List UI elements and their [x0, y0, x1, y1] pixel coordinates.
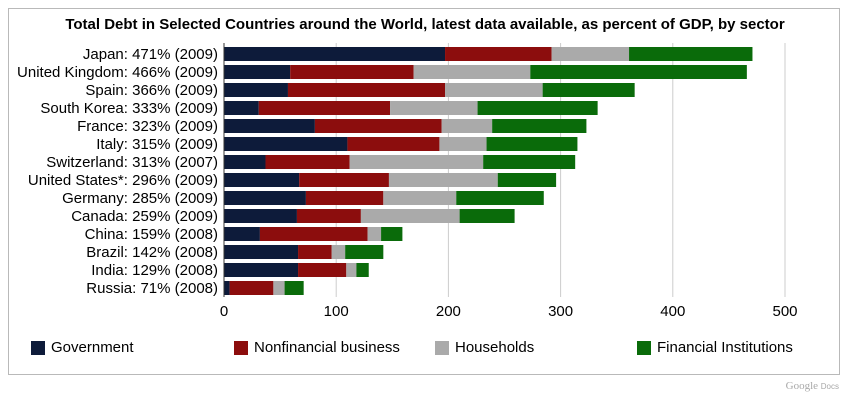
- legend-item-nonfinancial-business: Nonfinancial business: [234, 339, 400, 356]
- bar-households: [273, 281, 285, 295]
- bar-nonfinancial-business: [265, 155, 350, 169]
- bar-households: [346, 263, 357, 277]
- watermark-brand: Google: [785, 380, 819, 392]
- bar-households: [367, 227, 382, 241]
- chart-frame: Total Debt in Selected Countries around …: [8, 8, 840, 375]
- bar-government: [224, 119, 315, 133]
- bar-households: [439, 137, 487, 151]
- watermark-product: Docs: [820, 382, 839, 391]
- x-tick-label: 200: [436, 303, 461, 320]
- bar-government: [224, 281, 230, 295]
- x-tick-label: 300: [548, 303, 573, 320]
- bar-government: [224, 191, 306, 205]
- y-category-label: South Korea: 333% (2009): [40, 100, 218, 117]
- bar-financial-institutions: [456, 191, 544, 205]
- bar-nonfinancial-business: [298, 263, 347, 277]
- x-tick-label: 0: [220, 303, 228, 320]
- bar-households: [413, 65, 531, 79]
- bar-nonfinancial-business: [287, 83, 446, 97]
- bar-financial-institutions: [356, 263, 369, 277]
- bar-nonfinancial-business: [347, 137, 440, 151]
- bar-nonfinancial-business: [298, 245, 332, 259]
- chart-title: Total Debt in Selected Countries around …: [65, 16, 785, 33]
- legend-item-financial-institutions: Financial Institutions: [637, 339, 793, 356]
- bar-financial-institutions: [497, 173, 557, 187]
- y-category-label: France: 323% (2009): [77, 118, 218, 135]
- y-category-label: India: 129% (2008): [91, 262, 218, 279]
- bar-government: [224, 209, 297, 223]
- bar-government: [224, 173, 300, 187]
- bar-nonfinancial-business: [305, 191, 384, 205]
- bar-financial-institutions: [345, 245, 384, 259]
- bar-financial-institutions: [492, 119, 587, 133]
- bar-government: [224, 83, 288, 97]
- legend-label-households: Households: [455, 339, 535, 356]
- chart-legend: Government Nonfinancial business Househo…: [9, 339, 841, 359]
- y-category-label: United States*: 296% (2009): [28, 172, 218, 189]
- bar-nonfinancial-business: [259, 227, 368, 241]
- legend-item-households: Households: [435, 339, 534, 356]
- bar-households: [383, 191, 457, 205]
- bar-government: [224, 65, 291, 79]
- y-category-label: Japan: 471% (2009): [83, 46, 218, 63]
- bar-government: [224, 245, 299, 259]
- bar-households: [390, 101, 478, 115]
- x-tick-label: 500: [772, 303, 797, 320]
- y-category-label: Switzerland: 313% (2007): [46, 154, 218, 171]
- bar-nonfinancial-business: [296, 209, 361, 223]
- legend-swatch-government: [31, 340, 45, 355]
- bar-financial-institutions: [284, 281, 304, 295]
- bar-government: [224, 155, 266, 169]
- y-category-label: Germany: 285% (2009): [62, 190, 218, 207]
- y-category-label: Italy: 315% (2009): [96, 136, 218, 153]
- x-tick-label: 100: [324, 303, 349, 320]
- bar-households: [445, 83, 543, 97]
- legend-swatch-financial-institutions: [637, 340, 651, 355]
- bar-nonfinancial-business: [229, 281, 274, 295]
- legend-swatch-nonfinancial-business: [234, 340, 248, 355]
- bar-households: [360, 209, 460, 223]
- y-category-label: China: 159% (2008): [85, 226, 218, 243]
- google-docs-watermark: Google Docs: [786, 380, 839, 392]
- bar-government: [224, 227, 260, 241]
- y-category-label: United Kingdom: 466% (2009): [17, 64, 218, 81]
- y-category-label: Russia: 71% (2008): [86, 280, 218, 297]
- bar-households: [551, 47, 630, 61]
- bar-financial-institutions: [477, 101, 598, 115]
- bar-households: [331, 245, 346, 259]
- bar-financial-institutions: [542, 83, 635, 97]
- bar-financial-institutions: [629, 47, 753, 61]
- bar-nonfinancial-business: [299, 173, 389, 187]
- y-category-label: Spain: 366% (2009): [85, 82, 218, 99]
- x-tick-label: 400: [660, 303, 685, 320]
- bar-government: [224, 101, 259, 115]
- bar-nonfinancial-business: [258, 101, 391, 115]
- bar-government: [224, 137, 348, 151]
- bar-government: [224, 263, 299, 277]
- legend-swatch-households: [435, 340, 449, 355]
- bar-financial-institutions: [381, 227, 403, 241]
- bar-households: [349, 155, 484, 169]
- bar-nonfinancial-business: [290, 65, 414, 79]
- y-category-label: Canada: 259% (2009): [71, 208, 218, 225]
- legend-label-nonfinancial-business: Nonfinancial business: [254, 339, 400, 356]
- bar-financial-institutions: [486, 137, 578, 151]
- bar-households: [388, 173, 498, 187]
- bar-financial-institutions: [530, 65, 747, 79]
- y-category-label: Brazil: 142% (2008): [86, 244, 218, 261]
- bar-government: [224, 47, 446, 61]
- bar-financial-institutions: [483, 155, 576, 169]
- bar-nonfinancial-business: [314, 119, 442, 133]
- legend-label-government: Government: [51, 339, 134, 356]
- legend-label-financial-institutions: Financial Institutions: [657, 339, 793, 356]
- bar-households: [441, 119, 493, 133]
- bar-nonfinancial-business: [445, 47, 552, 61]
- legend-item-government: Government: [31, 339, 134, 356]
- bar-financial-institutions: [459, 209, 515, 223]
